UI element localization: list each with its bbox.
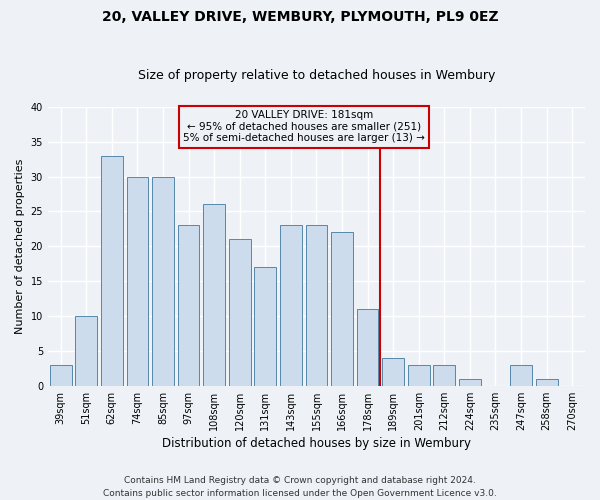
Bar: [510, 365, 532, 386]
Y-axis label: Number of detached properties: Number of detached properties: [15, 158, 25, 334]
Text: 20, VALLEY DRIVE, WEMBURY, PLYMOUTH, PL9 0EZ: 20, VALLEY DRIVE, WEMBURY, PLYMOUTH, PL9…: [101, 10, 499, 24]
Bar: [382, 358, 404, 386]
Bar: [127, 176, 148, 386]
Bar: [408, 365, 430, 386]
Bar: [305, 226, 328, 386]
Text: 20 VALLEY DRIVE: 181sqm
← 95% of detached houses are smaller (251)
5% of semi-de: 20 VALLEY DRIVE: 181sqm ← 95% of detache…: [183, 110, 425, 144]
Bar: [280, 226, 302, 386]
Bar: [433, 365, 455, 386]
Bar: [152, 176, 174, 386]
Bar: [459, 379, 481, 386]
Bar: [331, 232, 353, 386]
Bar: [229, 240, 251, 386]
Bar: [357, 309, 379, 386]
Bar: [50, 365, 71, 386]
Bar: [536, 379, 557, 386]
Bar: [101, 156, 123, 386]
X-axis label: Distribution of detached houses by size in Wembury: Distribution of detached houses by size …: [162, 437, 471, 450]
Bar: [254, 267, 276, 386]
Bar: [178, 226, 199, 386]
Title: Size of property relative to detached houses in Wembury: Size of property relative to detached ho…: [138, 69, 495, 82]
Bar: [203, 204, 225, 386]
Text: Contains HM Land Registry data © Crown copyright and database right 2024.
Contai: Contains HM Land Registry data © Crown c…: [103, 476, 497, 498]
Bar: [76, 316, 97, 386]
